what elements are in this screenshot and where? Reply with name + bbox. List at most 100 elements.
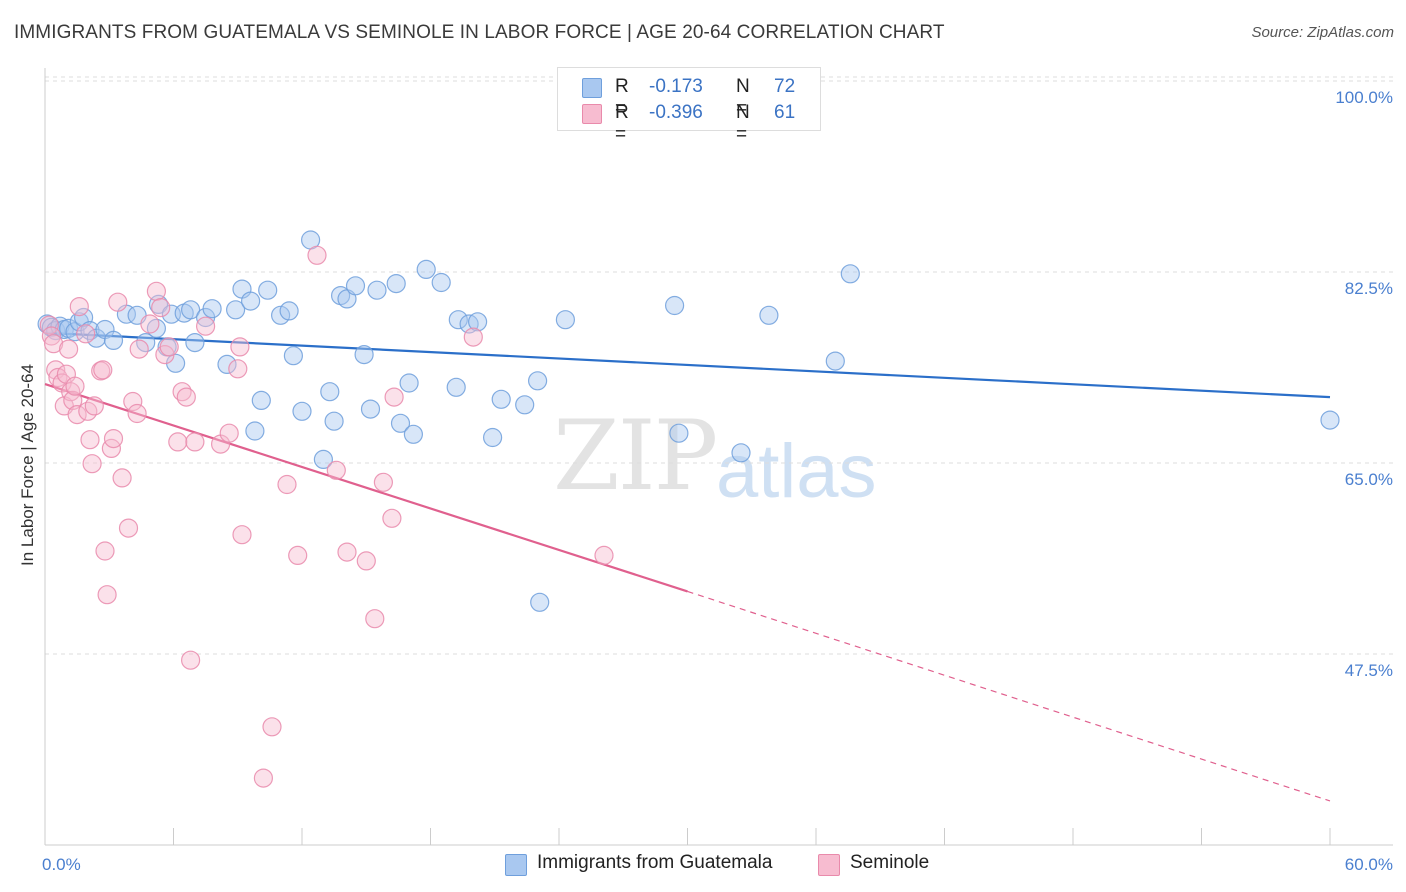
guatemala-point [226, 300, 246, 320]
trend-lines [44, 331, 1331, 802]
legend-swatch-blue [582, 78, 602, 98]
guatemala-point [103, 330, 124, 350]
guatemala-point [202, 299, 222, 319]
guatemala-point [669, 423, 689, 443]
seminole-point [103, 429, 124, 449]
guatemala-point [217, 354, 237, 374]
guatemala-point [367, 280, 387, 300]
guatemala-point [403, 424, 423, 444]
legend-r-value: -0.396 [649, 102, 703, 123]
seminole-point [63, 390, 83, 410]
legend-n-value: 72 [774, 76, 796, 97]
guatemala-point [354, 345, 374, 365]
seminole-point [146, 281, 166, 301]
guatemala-point [258, 280, 278, 300]
chart-title: IMMIGRANTS FROM GUATEMALA VS SEMINOLE IN… [14, 22, 945, 43]
guatemala-point [527, 371, 548, 391]
seminole-point [93, 360, 113, 380]
guatemala-point [515, 395, 535, 415]
seminole-point [65, 376, 85, 396]
seminole-point [365, 609, 385, 629]
watermark-zip: ZIP [553, 400, 718, 512]
seminole-point [228, 359, 248, 379]
correlation-legend: R = -0.173 N = 72 R = -0.396 N = 61 [557, 67, 821, 145]
guatemala-point [251, 390, 271, 410]
guatemala-point [345, 276, 366, 296]
seminole-point [232, 525, 252, 545]
seminole-point [196, 316, 216, 336]
series-legend: Immigrants from Guatemala Seminole [0, 852, 1406, 878]
seminole-point [159, 337, 179, 357]
guatemala-point [759, 305, 779, 325]
x-tick-label: 0.0% [42, 855, 81, 874]
seminole-point [43, 334, 64, 354]
seminole-point [384, 387, 404, 407]
guatemala-point [416, 259, 436, 279]
guatemala-point [386, 274, 406, 294]
guatemala-trend-line [44, 331, 1331, 399]
seminole-point [108, 292, 128, 312]
seminole-point [181, 650, 201, 670]
axes [44, 68, 1393, 846]
guatemala-point [530, 592, 550, 612]
guatemala-point [431, 272, 451, 293]
seminole-point [230, 337, 250, 357]
seminole-point [382, 508, 402, 528]
y-tick-label: 100.0% [1335, 88, 1393, 107]
seminole-point [118, 518, 139, 538]
legend-n-value: 61 [774, 102, 796, 123]
guatemala-point [360, 399, 381, 419]
legend-n-label: N = [736, 102, 750, 145]
seminole-point [168, 432, 188, 452]
legend-swatch-pink [582, 104, 602, 124]
series-label: Immigrants from Guatemala [537, 852, 773, 873]
guatemala-point [446, 377, 466, 397]
guatemala-point [555, 310, 576, 330]
seminole-point [140, 314, 160, 334]
seminole-trend-line-extension [687, 590, 1331, 802]
guatemala-point [390, 413, 411, 433]
y-tick-label: 47.5% [1345, 661, 1393, 680]
guatemala-point [279, 301, 299, 321]
seminole-point [58, 339, 79, 359]
seminole-point [176, 387, 196, 407]
seminole-point [67, 405, 87, 425]
legend-r-label: R = [615, 102, 629, 145]
guatemala-point [1320, 410, 1340, 430]
seminole-point [463, 327, 483, 347]
seminole-point [277, 474, 297, 495]
guatemala-point [731, 443, 751, 463]
seminole-point [76, 324, 96, 344]
guatemala-point [468, 312, 488, 332]
seminole-point [129, 339, 149, 359]
y-tick-label: 65.0% [1345, 470, 1393, 489]
guatemala-point [292, 401, 312, 421]
guatemala-point [825, 351, 845, 371]
seminole-point [95, 541, 115, 561]
series-swatch-blue [505, 854, 527, 876]
seminole-point [82, 454, 102, 474]
seminole-point [253, 768, 273, 788]
seminole-point [84, 396, 104, 416]
legend-r-value: -0.173 [649, 76, 703, 97]
seminole-point [123, 391, 143, 412]
guatemala-point [324, 411, 344, 431]
seminole-point [127, 403, 147, 424]
guatemala-point [840, 264, 860, 284]
guatemala-point [313, 449, 333, 469]
data-points [37, 67, 1340, 788]
seminole-point [112, 468, 132, 488]
x-tick-label: 60.0% [1345, 855, 1393, 874]
source-credit: Source: ZipAtlas.com [1251, 24, 1394, 41]
seminole-point [337, 542, 357, 562]
seminole-point [97, 585, 117, 605]
guatemala-point [245, 421, 265, 441]
seminole-point [594, 545, 614, 566]
watermark-atlas: atlas [716, 429, 877, 514]
seminole-point [80, 430, 100, 450]
guatemala-point [181, 300, 201, 320]
series-swatch-pink [818, 854, 840, 876]
seminole-point [373, 472, 393, 492]
legend-r-label: R = [615, 76, 629, 119]
